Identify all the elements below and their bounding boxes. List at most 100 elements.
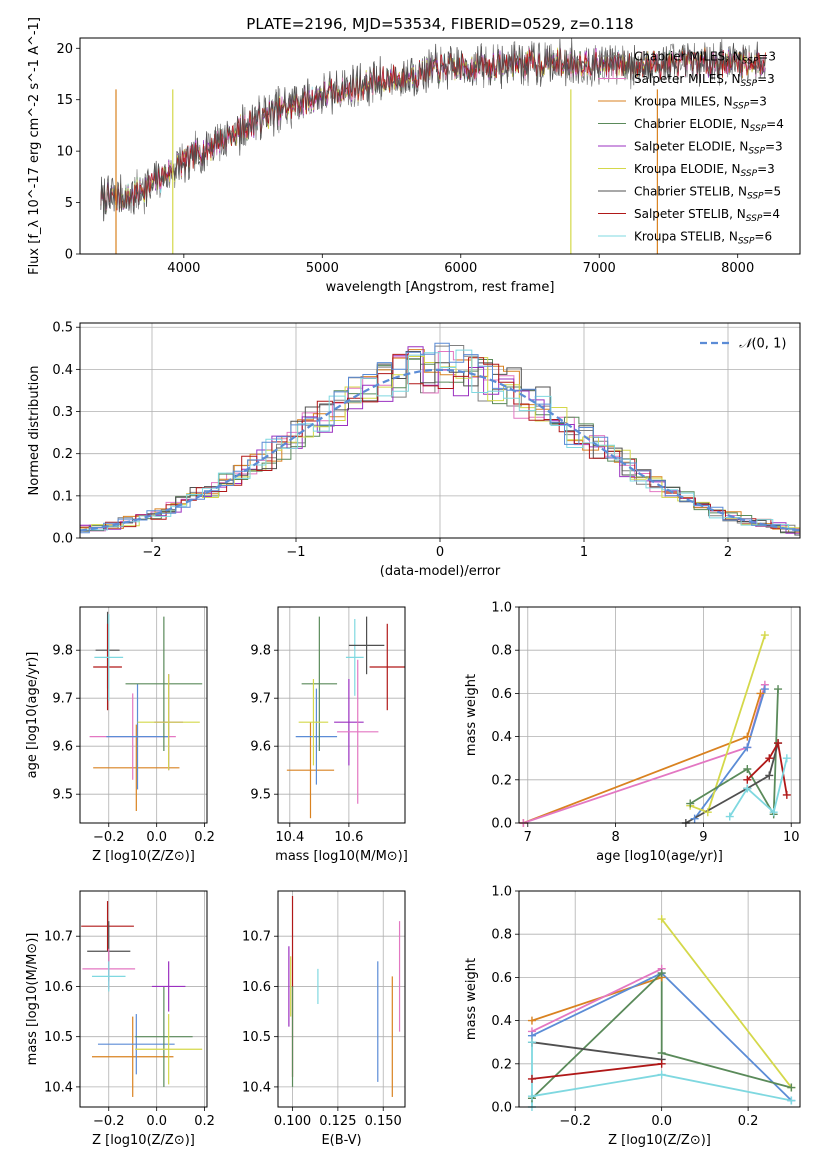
x-axis-label: Z [log10(Z/Z⊙)] bbox=[608, 1133, 711, 1148]
y-tick-label: 0.3 bbox=[52, 405, 73, 420]
y-tick-label: 10.6 bbox=[242, 980, 271, 995]
y-tick-label: 9.7 bbox=[250, 692, 271, 707]
y-tick-label: 0.5 bbox=[52, 321, 73, 336]
y-tick-label: 0.6 bbox=[491, 971, 512, 986]
x-tick-label: 5000 bbox=[306, 261, 339, 276]
plot-area bbox=[80, 607, 207, 823]
panel-spectrum: 4000 5000 6000 7000 8000 0 5 10 15 20 wavelength [… bbox=[27, 15, 800, 295]
legend-entry: Salpeter STELIB, NSSP=4 bbox=[634, 207, 780, 224]
y-tick-label: 0.4 bbox=[491, 730, 512, 745]
x-tick-label: 8 bbox=[611, 830, 619, 845]
legend-entry: 𝒩(0, 1) bbox=[739, 337, 786, 352]
plot-area bbox=[519, 607, 800, 823]
x-tick-label: 0.2 bbox=[738, 1114, 759, 1129]
y-tick-label: 20 bbox=[56, 42, 73, 57]
x-tick-label: 4000 bbox=[167, 261, 200, 276]
x-axis-label: mass [log10(M/M⊙)] bbox=[275, 849, 408, 864]
y-tick-label: 10.5 bbox=[242, 1030, 271, 1045]
x-tick-label: −0.2 bbox=[559, 1114, 591, 1129]
plot-area bbox=[60, 323, 819, 538]
x-axis-label: Z [log10(Z/Z⊙)] bbox=[92, 849, 195, 864]
y-tick-label: 0.8 bbox=[491, 644, 512, 659]
weight-point-marker bbox=[743, 765, 751, 773]
y-tick-label: 10.6 bbox=[44, 980, 73, 995]
x-axis-label: age [log10(age/yr)] bbox=[596, 849, 723, 864]
y-axis-label: age [log10(age/yr)] bbox=[25, 652, 40, 779]
axes-frame bbox=[278, 607, 405, 823]
x-axis-label: Z [log10(Z/Z⊙)] bbox=[92, 1133, 195, 1148]
x-tick-label: −0.2 bbox=[93, 1114, 125, 1129]
weight-series-line bbox=[662, 919, 792, 1088]
legend-entry: Salpeter MILES, NSSP=3 bbox=[634, 72, 775, 89]
x-tick-label: −0.2 bbox=[93, 830, 125, 845]
x-axis-label: E(B-V) bbox=[321, 1133, 361, 1148]
x-tick-label: 10 bbox=[783, 830, 800, 845]
y-tick-label: 0.2 bbox=[491, 1057, 512, 1072]
x-tick-label: 7 bbox=[524, 830, 532, 845]
x-tick-label: −2 bbox=[142, 545, 161, 560]
x-tick-label: 7000 bbox=[583, 261, 616, 276]
weight-point-marker bbox=[528, 1075, 536, 1083]
y-tick-label: 0 bbox=[65, 248, 73, 263]
weight-point-marker bbox=[658, 1060, 666, 1068]
y-tick-label: 0.2 bbox=[491, 773, 512, 788]
y-tick-label: 0.8 bbox=[491, 928, 512, 943]
weight-point-marker bbox=[761, 631, 769, 639]
x-axis-label: wavelength [Angstrom, rest frame] bbox=[326, 280, 555, 295]
legend-entry: Kroupa ELODIE, NSSP=3 bbox=[634, 162, 775, 179]
legend: 𝒩(0, 1) bbox=[700, 337, 786, 352]
y-tick-label: 10.7 bbox=[44, 930, 73, 945]
y-tick-label: 10.5 bbox=[44, 1030, 73, 1045]
x-tick-label: 8000 bbox=[721, 261, 754, 276]
y-tick-label: 10 bbox=[56, 145, 73, 160]
y-tick-label: 0.6 bbox=[491, 687, 512, 702]
y-tick-label: 9.8 bbox=[52, 644, 73, 659]
x-tick-label: 2 bbox=[724, 545, 732, 560]
x-tick-label: 0.0 bbox=[146, 830, 167, 845]
weight-point-marker bbox=[658, 1071, 666, 1079]
y-tick-label: 9.8 bbox=[250, 644, 271, 659]
y-tick-label: 0.4 bbox=[491, 1014, 512, 1029]
y-tick-label: 5 bbox=[65, 196, 73, 211]
y-tick-label: 9.7 bbox=[52, 692, 73, 707]
x-tick-label: 10.4 bbox=[275, 830, 304, 845]
y-tick-label: 0.0 bbox=[491, 817, 512, 832]
x-tick-label: 6000 bbox=[444, 261, 477, 276]
y-tick-label: 9.5 bbox=[52, 788, 73, 803]
weight-point-marker bbox=[783, 791, 791, 799]
weight-point-marker bbox=[765, 771, 773, 779]
y-tick-label: 10.7 bbox=[242, 930, 271, 945]
x-tick-label: 1 bbox=[580, 545, 588, 560]
x-tick-label: 0.0 bbox=[146, 1114, 167, 1129]
y-tick-label: 10.4 bbox=[44, 1080, 73, 1095]
legend-entry: Kroupa STELIB, NSSP=6 bbox=[634, 230, 772, 247]
y-tick-label: 15 bbox=[56, 93, 73, 108]
weight-series-line bbox=[532, 969, 662, 1032]
weight-series-line bbox=[747, 743, 787, 795]
x-tick-label: 0.150 bbox=[365, 1114, 402, 1129]
weight-series-line bbox=[532, 1042, 662, 1059]
weight-point-marker bbox=[774, 685, 782, 693]
x-axis-label: (data-model)/error bbox=[380, 564, 501, 579]
chart-title: PLATE=2196, MJD=53534, FIBERID=0529, z=0… bbox=[246, 15, 633, 33]
weight-series-line bbox=[532, 977, 662, 1020]
x-tick-label: 0.100 bbox=[274, 1114, 311, 1129]
axes-frame bbox=[80, 891, 207, 1107]
legend-entry: Chabrier STELIB, NSSP=5 bbox=[634, 185, 781, 202]
x-tick-label: −1 bbox=[286, 545, 305, 560]
y-tick-label: 9.5 bbox=[250, 788, 271, 803]
x-tick-label: 10.6 bbox=[334, 830, 363, 845]
y-tick-label: 0.4 bbox=[52, 363, 73, 378]
plot-area bbox=[278, 607, 405, 823]
x-tick-label: 0.125 bbox=[319, 1114, 356, 1129]
y-tick-label: 1.0 bbox=[491, 885, 512, 900]
weight-point-marker bbox=[528, 1017, 536, 1025]
